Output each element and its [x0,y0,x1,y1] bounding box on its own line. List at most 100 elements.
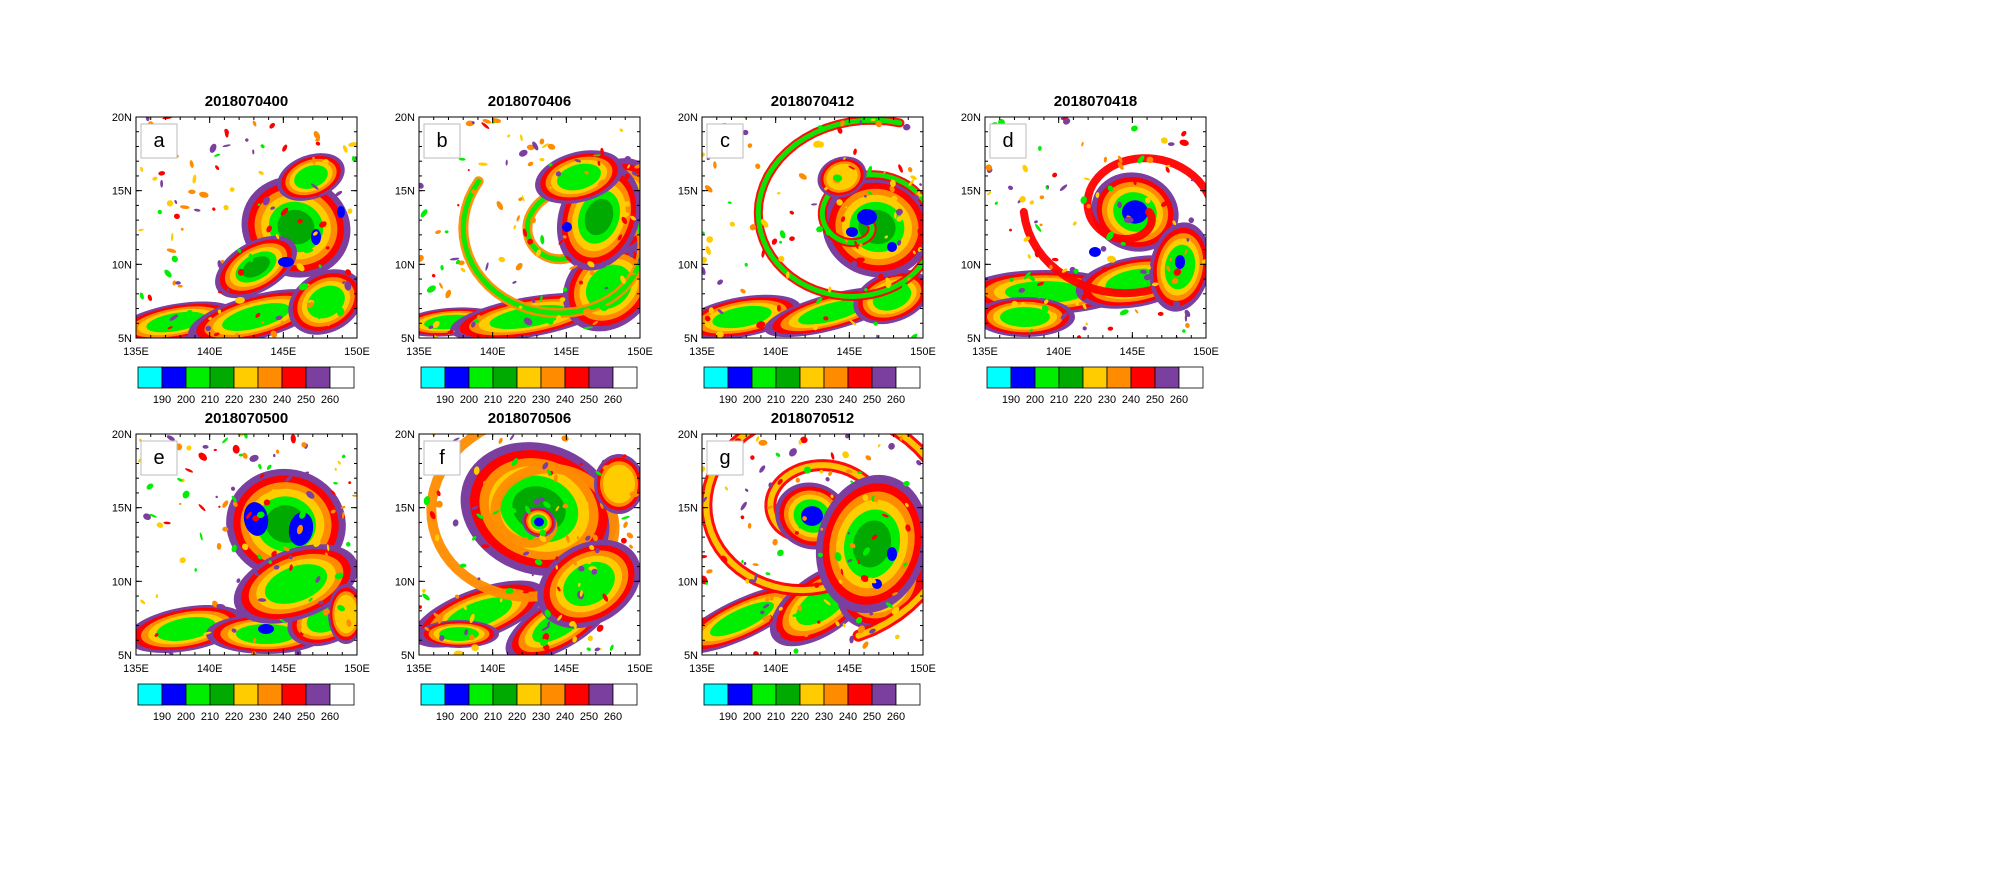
colorbar-swatch [257,683,283,706]
colorbar-label: 240 [839,711,857,723]
panel-letter-box: c [706,123,744,159]
colorbar-swatch [185,366,211,389]
colorbar-swatch [564,683,590,706]
lon-tick-label: 135E [123,346,149,358]
colorbar-swatch [1010,366,1036,389]
colorbar-label: 240 [1122,394,1140,406]
colorbar-swatch [895,366,921,389]
colorbar-swatch [612,366,638,389]
colorbar-swatch [588,366,614,389]
lon-tick-label: 150E [627,346,653,358]
map-panel-a: 2018070400 a 135E 140E 145E 150E 20N 15N 10N 5N 19… [112,93,370,406]
colorbar-label: 200 [743,711,761,723]
colorbar-swatch [492,366,518,389]
colorbar-swatch [1178,366,1204,389]
colorbar-swatch [516,366,542,389]
lon-tick-label: 150E [1193,346,1219,358]
colorbar-swatch [444,683,470,706]
colorbar-label: 220 [225,711,243,723]
colorbar-swatch [727,683,753,706]
colorbar-swatch [329,366,355,389]
colorbar-label: 200 [177,711,195,723]
panel-letter: g [719,447,730,469]
colorbar: 190 200 210 220 230 240 250 260 [420,366,638,406]
colorbar-swatch [137,366,163,389]
colorbar-swatch [281,683,307,706]
colorbar-label: 260 [1170,394,1188,406]
lon-tick-label: 135E [972,346,998,358]
colorbar-label: 230 [249,711,267,723]
plot-frame [701,433,924,656]
colorbar-label: 200 [177,394,195,406]
colorbar-swatch [1082,366,1108,389]
colorbar-label: 260 [887,394,905,406]
colorbar-swatch [751,366,777,389]
cloud-top-field [136,434,357,655]
colorbar: 190 200 210 220 230 240 250 260 [137,683,355,723]
panel-letter: b [436,130,447,152]
map-panel-g: 2018070512 g 135E 140E 145E 150E 20N 15N 10N 5N 19… [678,410,936,723]
colorbar-label: 230 [815,711,833,723]
colorbar-swatch [799,366,825,389]
colorbar-swatch [209,366,235,389]
panel-title: 2018070500 [205,410,288,427]
colorbar-swatch [281,366,307,389]
lon-tick-label: 150E [910,346,936,358]
colorbar-swatch [895,683,921,706]
colorbar-label: 190 [153,711,171,723]
colorbar-swatch [540,683,566,706]
lon-tick-label: 150E [627,663,653,675]
colorbar-label: 230 [1098,394,1116,406]
colorbar-label: 240 [556,394,574,406]
map-panel-e: 2018070500 e 135E 140E 145E 150E 20N 15N 10N 5N 19… [112,410,370,723]
colorbar-label: 220 [225,394,243,406]
panel-title: 2018070412 [771,93,854,110]
lat-tick-label: 10N [112,259,132,271]
panel-letter: a [153,130,165,152]
lon-tick-label: 145E [270,346,296,358]
colorbar-label: 210 [201,711,219,723]
colorbar-label: 250 [580,711,598,723]
colorbar: 190 200 210 220 230 240 250 260 [703,366,921,406]
colorbar-swatch [209,683,235,706]
cloud-top-field [702,434,923,655]
lat-tick-label: 15N [395,186,415,198]
colorbar-swatch [986,366,1012,389]
colorbar-label: 210 [484,711,502,723]
lon-tick-label: 145E [836,663,862,675]
lon-tick-label: 140E [480,346,506,358]
lat-tick-label: 10N [395,259,415,271]
colorbar-swatch [1106,366,1132,389]
colorbar-label: 260 [604,711,622,723]
colorbar-label: 220 [791,711,809,723]
plot-frame [135,116,358,339]
colorbar-label: 190 [153,394,171,406]
colorbar-label: 230 [532,711,550,723]
plot-frame [135,433,358,656]
lat-tick-label: 15N [112,503,132,515]
panel-letter-box: b [423,123,461,159]
lat-tick-label: 15N [678,503,698,515]
lat-tick-label: 15N [395,503,415,515]
colorbar-label: 210 [1050,394,1068,406]
colorbar-label: 200 [743,394,761,406]
lat-tick-label: 20N [961,112,981,124]
colorbar-swatch [329,683,355,706]
colorbar-label: 250 [863,394,881,406]
plot-frame [984,116,1207,339]
colorbar: 190 200 210 220 230 240 250 260 [420,683,638,723]
lon-tick-label: 135E [689,346,715,358]
panel-grid: 2018070400 a 135E 140E 145E 150E 20N 15N 10N 5N 19… [112,93,1219,723]
colorbar-label: 200 [460,394,478,406]
colorbar-swatch [1034,366,1060,389]
colorbar-label: 220 [508,711,526,723]
colorbar-label: 240 [556,711,574,723]
panel-letter: c [720,130,730,152]
lon-tick-label: 135E [406,346,432,358]
lat-tick-label: 5N [684,650,698,662]
lat-tick-label: 10N [395,576,415,588]
colorbar-label: 190 [719,711,737,723]
lat-tick-label: 10N [678,576,698,588]
colorbar-label: 260 [604,394,622,406]
colorbar-label: 240 [273,394,291,406]
